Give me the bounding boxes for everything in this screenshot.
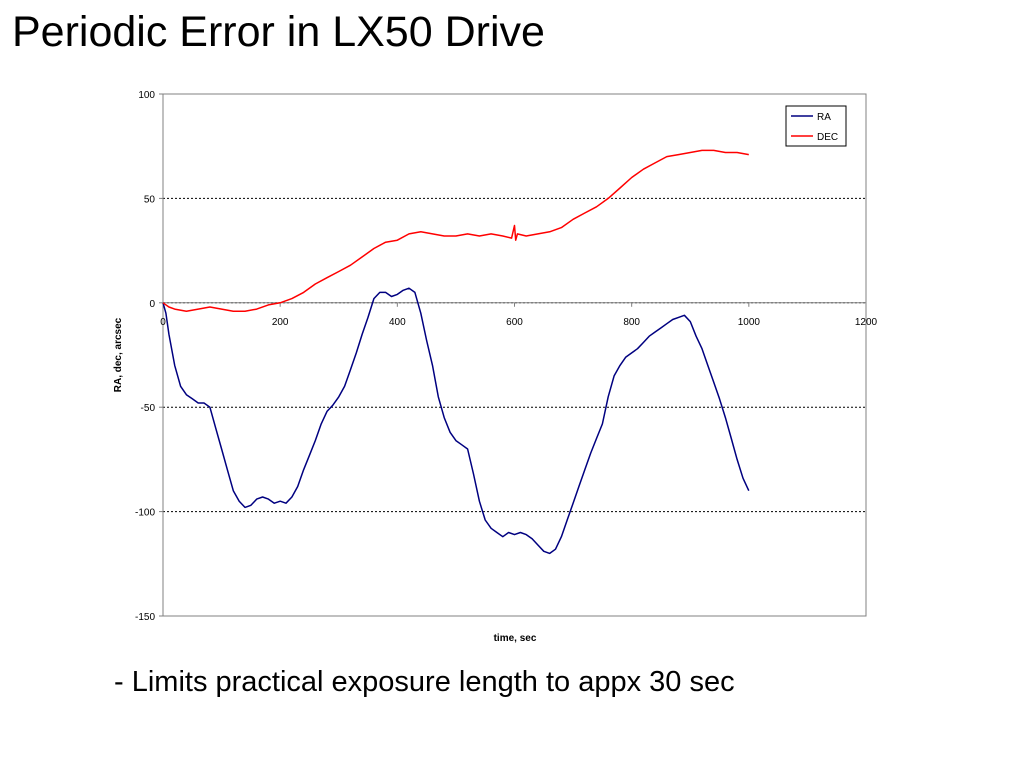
axes: 100 50 0 -50 -100 -150 0 200 400 600 800 1000 1200 xyxy=(135,90,878,623)
plot-area xyxy=(162,93,867,617)
x-tick-label: 800 xyxy=(623,317,640,328)
y-tick-label: 0 xyxy=(149,299,155,310)
x-tick-label: 600 xyxy=(506,317,523,328)
legend-box xyxy=(785,105,847,147)
y-tick-label: -50 xyxy=(141,403,156,414)
slide-title: Periodic Error in LX50 Drive xyxy=(12,8,545,56)
bullet-text: - Limits practical exposure length to ap… xyxy=(114,666,735,698)
y-axis-label: RA, dec, arcsec xyxy=(113,317,124,392)
y-tick-label: -100 xyxy=(135,508,155,519)
series-lines xyxy=(162,149,750,555)
y-tick-label: 50 xyxy=(144,194,156,205)
legend: RA DEC xyxy=(785,105,847,147)
x-tick-label: 400 xyxy=(389,317,406,328)
x-tick-label: 1000 xyxy=(738,317,761,328)
x-tick-label: 1200 xyxy=(855,317,878,328)
legend-label-dec: DEC xyxy=(817,132,838,143)
y-tick-label: 100 xyxy=(138,90,155,101)
x-axis-label: time, sec xyxy=(494,633,537,644)
grid-lines xyxy=(163,197,866,513)
x-tick-label: 0 xyxy=(160,317,166,328)
x-tick-label: 200 xyxy=(272,317,289,328)
legend-label-ra: RA xyxy=(817,112,831,123)
series-line-ra xyxy=(162,287,750,555)
y-tick-label: -150 xyxy=(135,612,155,623)
line-chart: 100 50 0 -50 -100 -150 0 200 400 600 800 1000 1200 R… xyxy=(113,90,878,644)
series-line-dec xyxy=(162,149,749,312)
